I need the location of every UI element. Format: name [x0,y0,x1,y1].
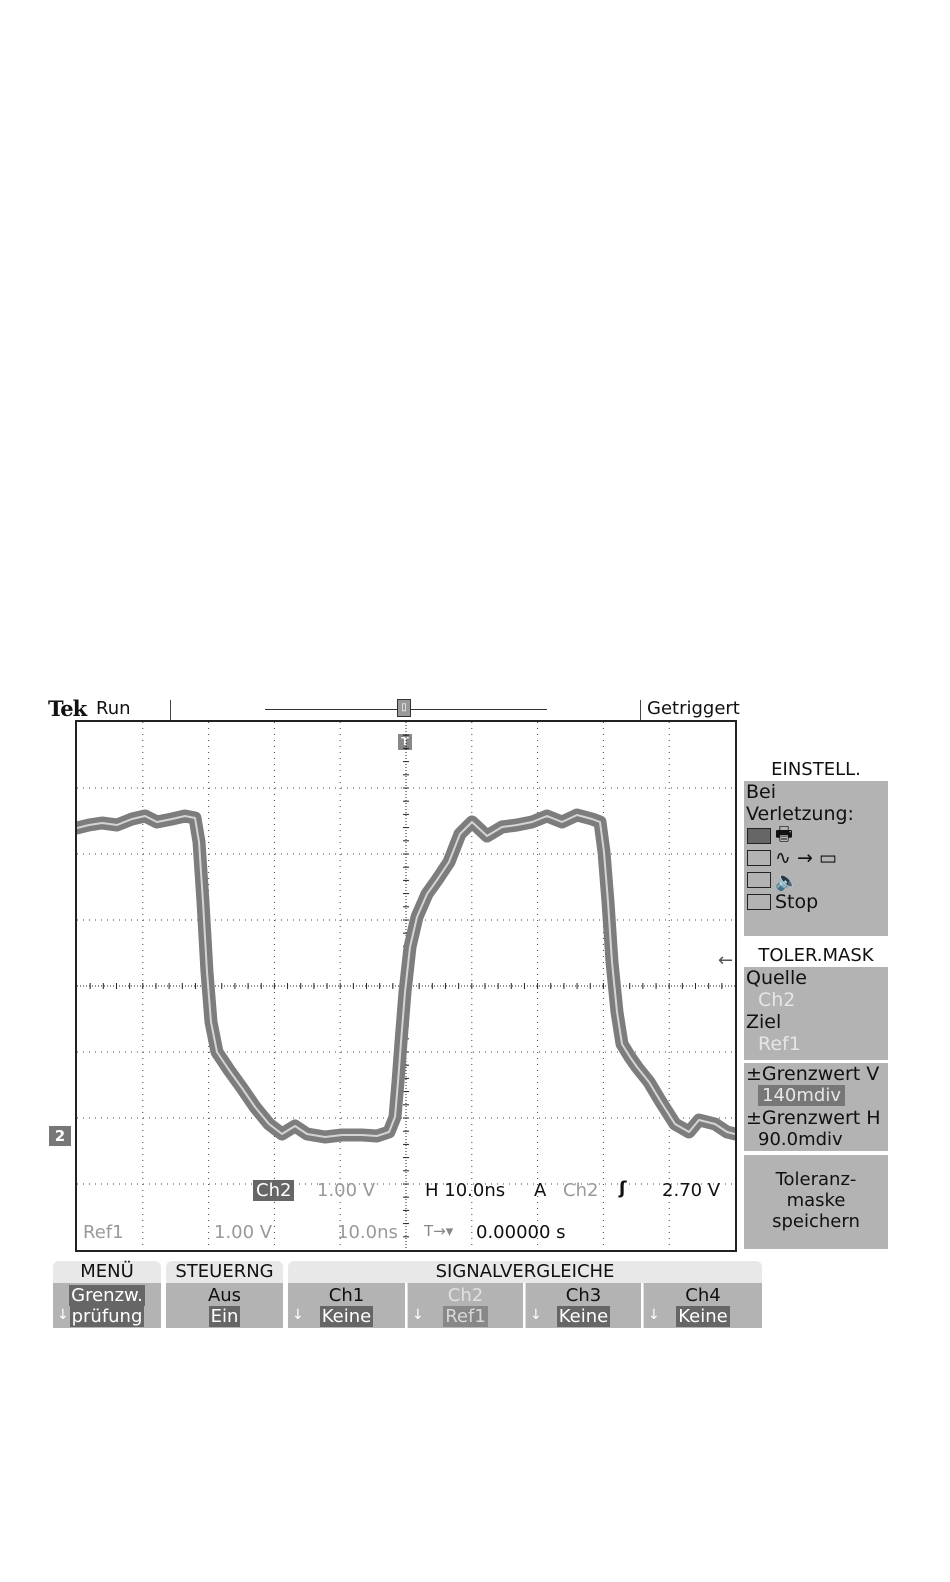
ch2-readout: Ch2 [253,1180,295,1201]
limit-test-control-button[interactable]: Aus Ein [166,1283,283,1328]
compare-ch3-value: Keine [556,1306,611,1327]
setup-side-button[interactable]: EINSTELL. Bei Verletzung: 🖶 ∿ → ▭ 🔈 Stop [744,758,888,936]
save-mask-side-button[interactable]: Toleranz- maske speichern [744,1155,888,1249]
tolerance-mask-side-button[interactable]: TOLER.MASK Quelle Ch2 Ziel Ref1 [744,944,888,1060]
waveform-to-disk-icon: ∿ → ▭ [775,847,837,869]
limit-h-label: ±Grenzwert H [746,1107,881,1129]
header-divider-right [640,700,641,722]
setup-title: EINSTELL. [744,758,888,781]
compare-ch4-name: Ch4 [685,1285,721,1306]
control-tab: STEUERNG [166,1261,283,1283]
submenu-arrow-icon: ↓ [57,1307,69,1323]
acquisition-status: Run [96,698,131,719]
trigger-level-arrow-icon: ← [718,950,734,971]
violation-option-save[interactable]: ∿ → ▭ [744,847,888,869]
violation-label-line2: Verletzung: [746,803,854,825]
waveform-display [77,722,735,1250]
printer-icon: 🖶 [775,823,793,845]
compare-ch4-value: Keine [676,1306,730,1327]
trigger-status: Getriggert [647,698,740,719]
print-checkbox[interactable] [747,828,771,844]
limit-v-value: 140mdiv [758,1085,845,1106]
compare-ch3-button[interactable]: Ch3 Keine ↓ [525,1283,641,1328]
trigger-position-marker: T [398,734,412,750]
compare-ch2-name: Ch2 [447,1285,484,1306]
brand-logo: Tek [48,696,87,721]
compare-ch2-value: Ref1 [443,1306,488,1327]
compare-tab: SIGNALVERGLEICHE [288,1261,762,1283]
header-divider-left [170,700,171,722]
source-label: Quelle [746,967,807,989]
submenu-arrow-icon: ↓ [648,1307,660,1323]
submenu-arrow-icon: ↓ [292,1307,304,1323]
violation-option-stop[interactable]: Stop [744,891,888,913]
compare-ch3-name: Ch3 [565,1285,602,1306]
limit-test-line1: Grenzw. [69,1285,145,1306]
speaker-icon: 🔈 [775,869,799,892]
limit-v-side-button[interactable]: ±Grenzwert V 140mdiv [744,1063,888,1107]
target-value: Ref1 [758,1033,801,1055]
control-off: Aus [207,1285,242,1306]
save-mask-line1: Toleranz- [775,1169,857,1190]
limit-test-line2: prüfung [69,1306,145,1327]
limit-test-menu-button[interactable]: Grenzw. prüfung ↓ [53,1283,161,1328]
ref1-volts: 1.00 V [214,1222,273,1243]
violation-label-line1: Bei [746,781,777,803]
compare-ch4-button[interactable]: Ch4 Keine ↓ [643,1283,762,1328]
ch2-ground-marker: 2 [49,1126,71,1146]
beep-checkbox[interactable] [747,872,771,888]
compare-ch1-button[interactable]: Ch1 Keine ↓ [288,1283,405,1328]
stop-label: Stop [775,891,819,913]
tolerance-mask-title: TOLER.MASK [744,944,888,967]
limit-h-side-button[interactable]: ±Grenzwert H 90.0mdiv [744,1107,888,1151]
record-position-marker: ▯ [397,699,411,717]
target-label: Ziel [746,1011,782,1033]
control-on: Ein [208,1306,241,1327]
violation-option-beep[interactable]: 🔈 [744,869,888,892]
graticule: Ch2 1.00 V H 10.0ns A Ch2 ʃ 2.70 V Ref1 … [75,720,737,1252]
ref1-timebase: 10.0ns [337,1222,398,1243]
trigger-level: 2.70 V [662,1180,721,1201]
save-mask-line3: speichern [772,1211,860,1232]
ref1-label: Ref1 [83,1222,124,1243]
limit-v-label: ±Grenzwert V [746,1063,880,1085]
timebase-readout: H 10.0ns [425,1180,506,1201]
menu-tab: MENÜ [53,1261,161,1283]
submenu-arrow-icon: ↓ [530,1307,542,1323]
source-value: Ch2 [758,989,796,1011]
trigger-offset-icon: T→▾ [424,1222,454,1240]
trigger-offset: 0.00000 s [476,1222,566,1243]
violation-option-print[interactable]: 🖶 [744,823,888,847]
compare-ch2-button[interactable]: Ch2 Ref1 ↓ [407,1283,523,1328]
ch2-waveform-center [77,814,735,1138]
trigger-slope-icon: ʃ [619,1178,627,1199]
compare-ch1-name: Ch1 [328,1285,365,1306]
ch2-volts-per-div: 1.00 V [317,1180,376,1201]
save-checkbox[interactable] [747,850,771,866]
trigger-mode: A [534,1180,547,1201]
submenu-arrow-icon: ↓ [412,1307,424,1323]
save-mask-line2: maske [786,1190,846,1211]
trigger-source: Ch2 [563,1180,599,1201]
compare-ch1-value: Keine [319,1306,374,1327]
stop-checkbox[interactable] [747,894,771,910]
limit-h-value: 90.0mdiv [758,1129,843,1150]
